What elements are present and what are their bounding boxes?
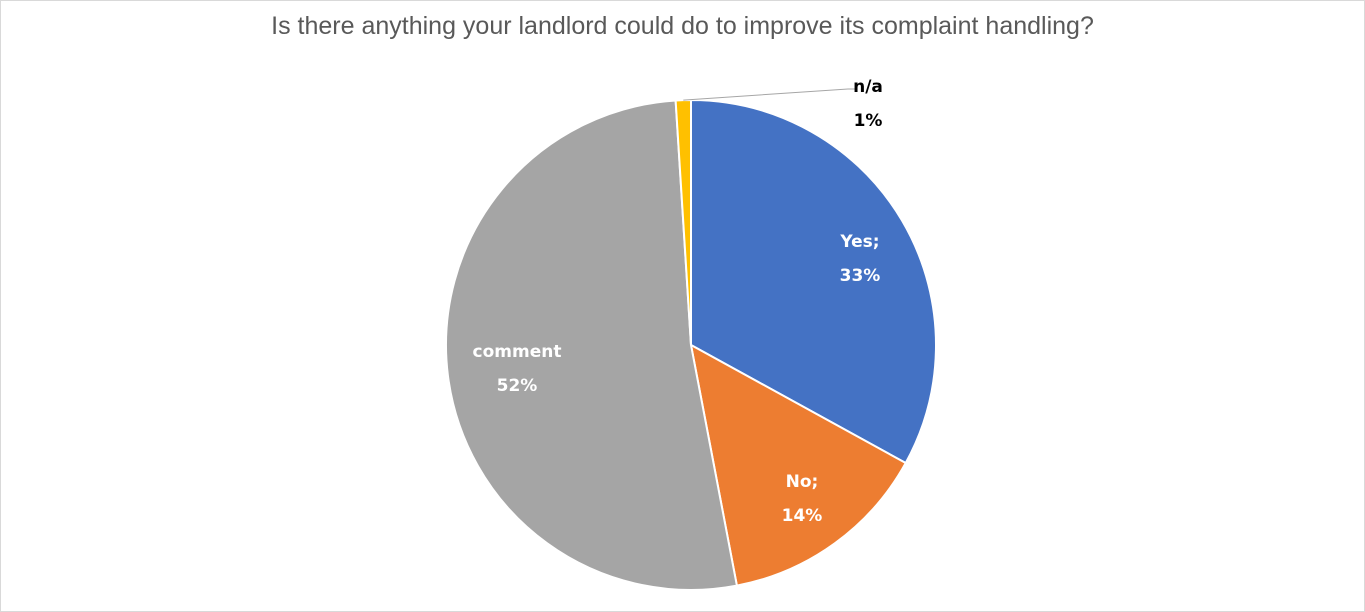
data-label-comment-percent: 52%: [497, 376, 538, 396]
chart-title: Is there anything your landlord could do…: [271, 12, 1094, 40]
data-label-comment-name: comment: [473, 342, 562, 362]
pie-slice-comment: [445, 99, 739, 591]
data-label-no-name: No;: [786, 472, 819, 492]
data-label-no-percent: 14%: [782, 506, 823, 526]
leader-line-n-a: [683, 88, 856, 101]
data-label-n-a-percent: 1%: [854, 111, 883, 131]
data-label-n-a-name: n/a: [853, 77, 883, 97]
pie-slice-no: [689, 343, 908, 587]
pie-slice-yes: [690, 98, 937, 465]
data-label-yes-percent: 33%: [840, 266, 881, 286]
data-label-yes-name: Yes;: [839, 232, 879, 252]
